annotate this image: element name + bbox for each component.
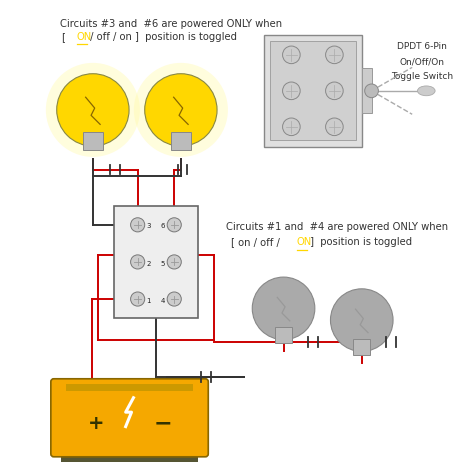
Bar	[61, 452, 198, 462]
Circle shape	[167, 218, 181, 232]
Text: DPDT 6-Pin: DPDT 6-Pin	[398, 43, 447, 51]
Text: 5: 5	[161, 261, 165, 266]
Circle shape	[145, 74, 217, 146]
Text: 6: 6	[161, 223, 165, 229]
Text: Circuits #1 and  #4 are powered ONLY when: Circuits #1 and #4 are powered ONLY when	[226, 222, 448, 232]
Bar	[275, 327, 292, 343]
Circle shape	[326, 46, 343, 64]
Text: On/Off/On: On/Off/On	[400, 57, 445, 66]
Bar	[114, 206, 198, 318]
Bar	[270, 41, 356, 140]
Circle shape	[326, 118, 343, 136]
Circle shape	[131, 292, 145, 306]
Bar	[66, 383, 193, 391]
Text: Toggle Switch: Toggle Switch	[392, 72, 454, 81]
Text: +: +	[88, 414, 104, 433]
Circle shape	[167, 292, 181, 306]
Text: −: −	[154, 413, 172, 433]
Text: / off / on ]  position is toggled: / off / on ] position is toggled	[87, 32, 237, 42]
Circle shape	[252, 277, 315, 340]
Circle shape	[283, 82, 300, 100]
Text: ON: ON	[77, 32, 92, 42]
Text: [: [	[62, 32, 72, 42]
Bar	[171, 132, 191, 150]
Text: 3: 3	[146, 223, 151, 229]
Circle shape	[330, 289, 393, 351]
Text: 2: 2	[146, 261, 151, 266]
Circle shape	[283, 118, 300, 136]
Circle shape	[167, 255, 181, 269]
Ellipse shape	[418, 86, 435, 96]
Text: [ on / off /: [ on / off /	[231, 237, 283, 247]
Circle shape	[131, 218, 145, 232]
Circle shape	[57, 74, 129, 146]
Bar	[264, 35, 362, 147]
Circle shape	[283, 46, 300, 64]
FancyBboxPatch shape	[51, 379, 208, 457]
Circle shape	[326, 82, 343, 100]
Circle shape	[131, 255, 145, 269]
Text: ON: ON	[297, 237, 312, 247]
Text: ]  position is toggled: ] position is toggled	[307, 237, 412, 247]
Text: 1: 1	[146, 298, 151, 304]
Text: Circuits #3 and  #6 are powered ONLY when: Circuits #3 and #6 are powered ONLY when	[60, 19, 282, 29]
Bar	[83, 132, 103, 150]
Circle shape	[46, 63, 140, 157]
Circle shape	[365, 84, 378, 98]
Bar	[353, 339, 370, 355]
Circle shape	[134, 63, 228, 157]
Bar	[362, 68, 372, 113]
Text: 4: 4	[161, 298, 165, 304]
